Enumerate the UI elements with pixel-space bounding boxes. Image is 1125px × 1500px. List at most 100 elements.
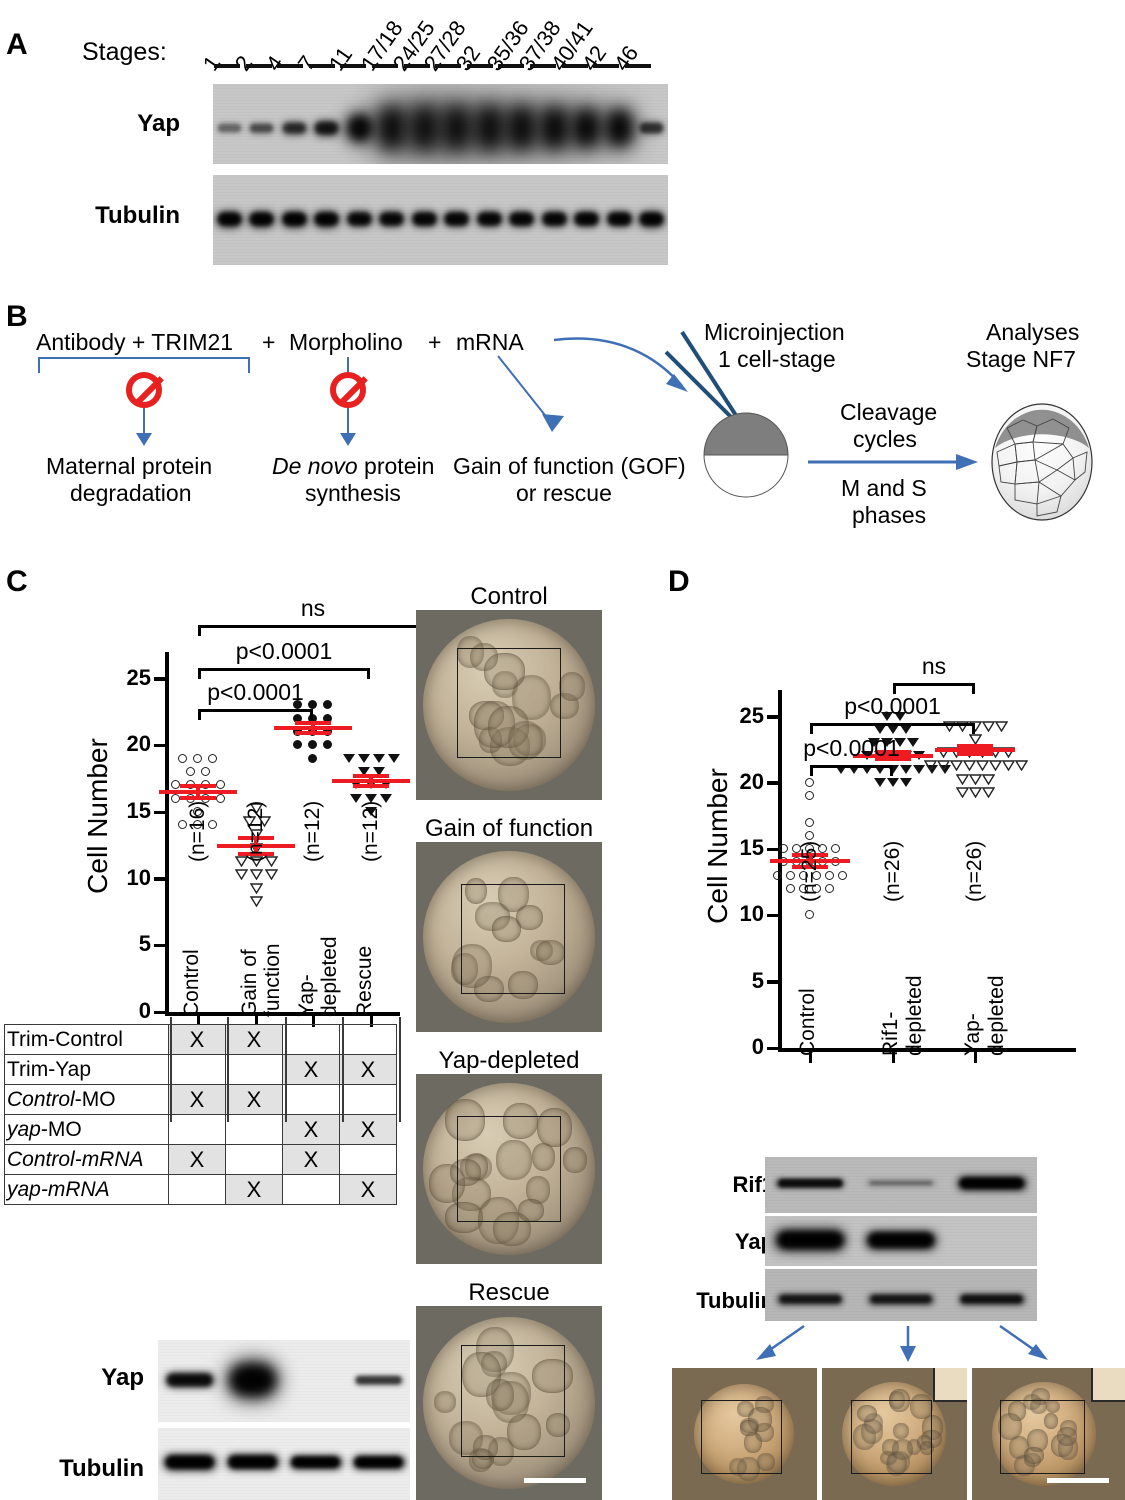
blot-band-1: [249, 122, 275, 134]
panel-b-reagent-2: mRNA: [456, 329, 524, 355]
open-triangle-icon: [265, 869, 278, 881]
data-point: [323, 740, 332, 750]
blastomere: [485, 1378, 514, 1411]
panel-b-cleavage-l4: phases: [852, 502, 927, 528]
panel-b-outcome-2-l2: or rescue: [516, 480, 612, 506]
data-point: [1001, 738, 1015, 759]
n-label-1: (n=12): [244, 800, 267, 862]
group-label-0-0: Control: [796, 988, 819, 1056]
open-triangle-icon: [988, 760, 1002, 772]
open-triangle-icon: [969, 734, 982, 745]
data-point: [835, 764, 847, 774]
error-bar-0: [808, 855, 812, 867]
table-cell-0-2: [282, 1024, 340, 1055]
blastomere: [451, 944, 493, 989]
panel-b-reagent-0: Antibody + TRIM21: [36, 329, 234, 355]
blastomere: [559, 672, 586, 701]
table-row: yap-MO X X: [4, 1114, 397, 1145]
significance-bracket-2: [893, 683, 975, 694]
blastomere: [997, 1413, 1023, 1440]
data-point: [208, 753, 217, 763]
data-point: [818, 844, 827, 854]
stage-tick-5: [372, 64, 398, 68]
blastomere: [531, 1143, 556, 1172]
roi-box: [460, 883, 565, 994]
blastomere: [536, 939, 566, 966]
data-point: [867, 738, 880, 748]
data-point: [308, 740, 317, 750]
blastomere: [740, 1420, 758, 1436]
table-cell-4-2: X: [282, 1144, 340, 1175]
panel-d-blot-label-yap: Yap: [734, 1229, 774, 1254]
panel-c-embryo-image-1: [416, 842, 602, 1032]
panel-b-arrow-1-head: [136, 433, 152, 446]
table-cell-1-0: [168, 1054, 226, 1085]
open-triangle-icon: [250, 802, 263, 814]
data-point: [969, 712, 982, 732]
blastomere: [1023, 1447, 1044, 1464]
row-label-rest: -MO: [40, 1117, 82, 1141]
y-tick-label-15: 15: [126, 798, 151, 823]
blot-band-core-4: [347, 116, 371, 140]
table-row: yap-mRNA X X: [4, 1174, 397, 1205]
blot-band-core-0: [779, 1294, 841, 1304]
panel-b-mrna-arrow: [497, 355, 564, 432]
error-cap-top-0: [792, 853, 828, 858]
blastomere: [472, 1434, 498, 1460]
error-bar-2: [311, 723, 315, 733]
panel-c-embryo-image-2: [416, 1074, 602, 1264]
data-point: [365, 793, 377, 803]
blastomere: [444, 1098, 486, 1141]
blot-band-core-5: [380, 213, 404, 225]
table-cell-0-3: [339, 1024, 397, 1055]
data-point: [293, 740, 302, 750]
data-point: [170, 780, 180, 790]
open-triangle-icon: [250, 869, 263, 881]
table-cell-3-0: [168, 1114, 226, 1145]
blastomere: [508, 971, 538, 1000]
y-tick-label-10: 10: [739, 901, 764, 927]
panel-b-arrow-2-head: [340, 433, 356, 446]
panel-b-plus-0: +: [262, 329, 276, 355]
data-point: [293, 713, 302, 723]
data-point: [1001, 751, 1015, 772]
n-label-1: (n=26): [881, 840, 904, 902]
y-axis-line: [778, 690, 782, 1050]
panel-a-blot-label-yap: Yap: [137, 110, 180, 137]
data-point: [193, 807, 202, 816]
y-tick-label-10: 10: [126, 864, 151, 890]
panel-c-blot-label-tubulin: Tubulin: [59, 1455, 144, 1482]
blot-band-core-1: [250, 123, 274, 133]
n-label-3: (n=12): [359, 800, 382, 862]
panel-c-blot-tubulin: [158, 1428, 410, 1500]
panel-b-denovo-rest: protein: [357, 453, 435, 479]
stages-label: Stages:: [82, 38, 167, 66]
blot-band-core-2: [291, 1456, 340, 1468]
blot-band-1: [867, 1180, 935, 1186]
blot-band-core-2: [282, 122, 306, 134]
error-bar-1: [891, 752, 895, 759]
table-row: Control-mRNA X X: [4, 1144, 397, 1175]
error-cap-top-1: [875, 750, 911, 755]
significance-bracket-bar-0: [810, 765, 893, 768]
blastomere: [920, 1441, 934, 1456]
significance-bracket-bar-0: [198, 709, 313, 712]
y-tick-5: [767, 980, 778, 984]
open-triangle-icon: [962, 760, 976, 772]
blastomere: [893, 1422, 909, 1440]
blot-band-core-8: [477, 213, 501, 225]
blot-band-core-2: [961, 1294, 1023, 1304]
panel-letter-a: A: [6, 28, 28, 61]
blastomere: [728, 1457, 748, 1477]
blot-band-core-2: [282, 213, 306, 225]
data-point: [805, 777, 814, 787]
roi-box: [851, 1399, 933, 1474]
y-tick-25: [154, 677, 165, 681]
panel-d-blot-rif1: [765, 1157, 1037, 1213]
y-tick-15: [154, 810, 165, 814]
x-tick-0: [808, 1051, 812, 1063]
table-cell-5-0: [168, 1174, 226, 1205]
data-point: [308, 700, 317, 710]
data-point: [265, 847, 278, 867]
blastomere: [508, 721, 543, 760]
